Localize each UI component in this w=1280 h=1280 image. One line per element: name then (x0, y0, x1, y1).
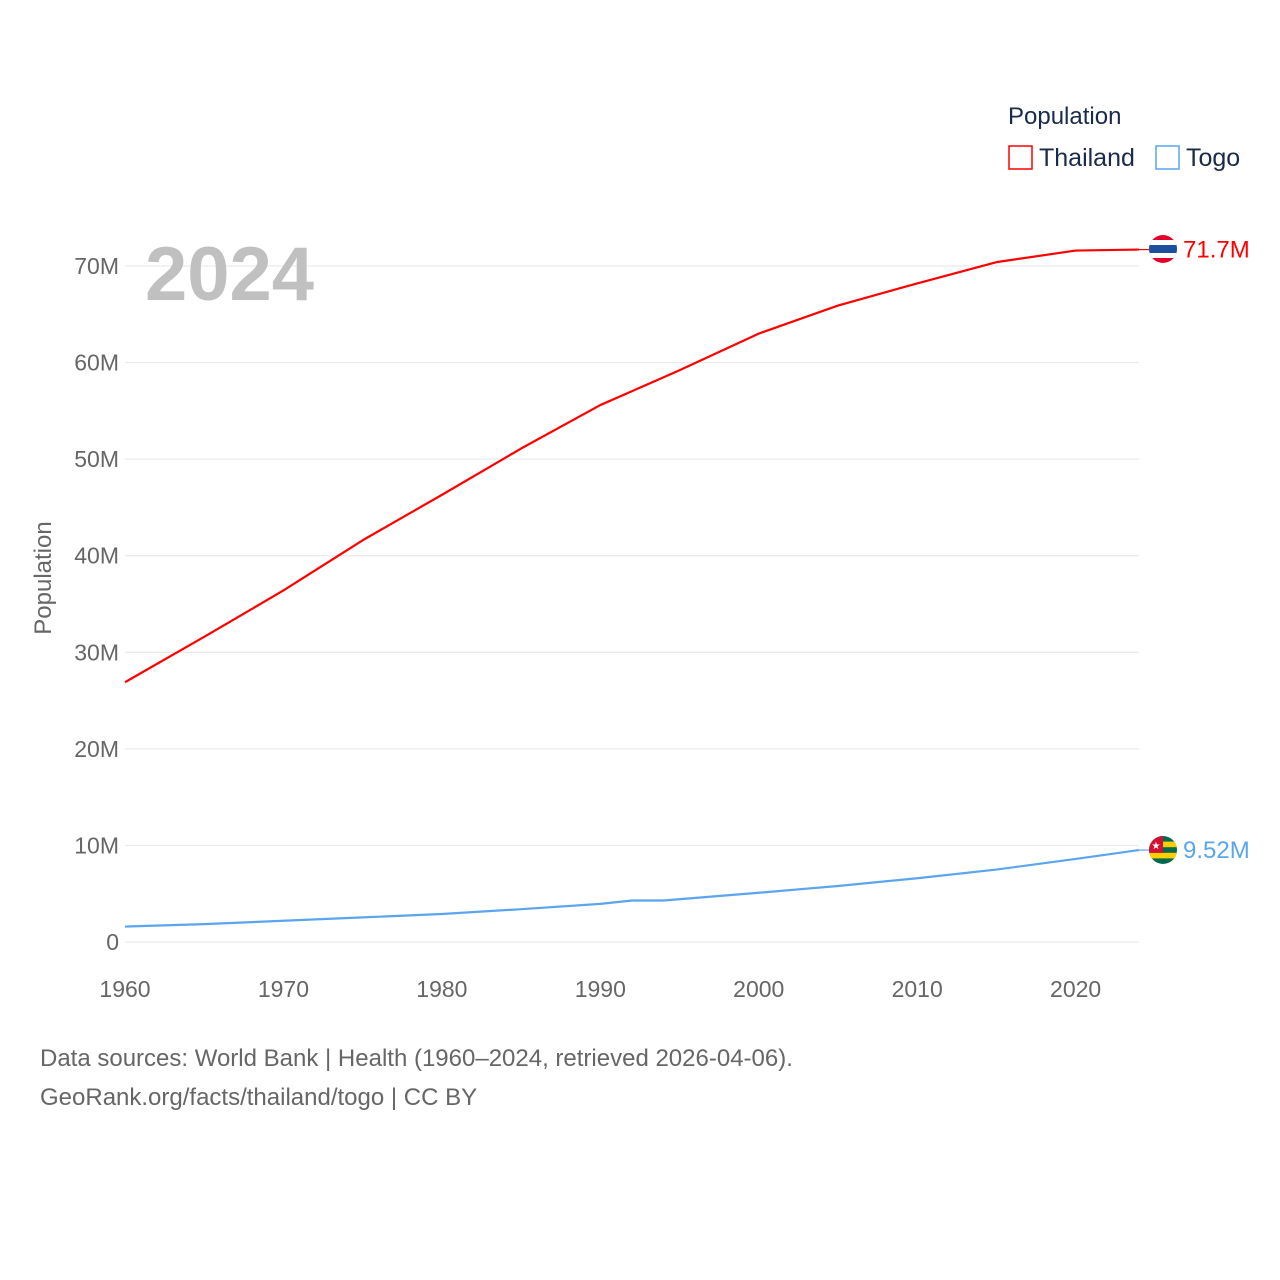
legend-label-thailand: Thailand (1039, 144, 1135, 172)
y-tick-label: 50M (74, 446, 119, 472)
legend-label-togo: Togo (1186, 144, 1240, 172)
x-tick-label: 1980 (416, 976, 467, 1002)
svg-text:★: ★ (1152, 841, 1161, 852)
end-value-label-thailand: 71.7M (1183, 237, 1250, 264)
x-tick-label: 1970 (258, 976, 309, 1002)
y-tick-label: 60M (74, 350, 119, 376)
series-line-togo (124, 848, 1140, 928)
y-tick-label: 10M (74, 832, 119, 858)
x-tick-label: 2010 (892, 976, 943, 1002)
attribution-link[interactable]: GeoRank.org/facts/thailand/togo | CC BY (40, 1084, 478, 1111)
x-tick-label: 1960 (99, 976, 150, 1002)
y-tick-label: 20M (74, 736, 119, 762)
x-tick-label: 2000 (733, 976, 784, 1002)
togo-flag-icon: ★ (1149, 836, 1177, 864)
data-sources-text: Data sources: World Bank | Health (1960–… (40, 1045, 793, 1072)
series-line-thailand (124, 248, 1140, 684)
y-tick-label: 70M (74, 253, 119, 279)
y-tick-label: 30M (74, 639, 119, 665)
legend-item-thailand[interactable]: Thailand (1008, 144, 1135, 172)
x-tick-label: 2020 (1050, 976, 1101, 1002)
thailand-flag-icon (1149, 235, 1177, 263)
x-tick-label: 1990 (575, 976, 626, 1002)
legend-item-togo[interactable]: Togo (1155, 144, 1240, 172)
end-value-label-togo: 9.52M (1183, 837, 1250, 864)
y-tick-label: 40M (74, 543, 119, 569)
year-label: 2024 (145, 232, 314, 317)
y-axis-label: Population (30, 521, 57, 634)
y-tick-label: 0 (106, 929, 119, 955)
legend-title: Population (1008, 103, 1121, 130)
